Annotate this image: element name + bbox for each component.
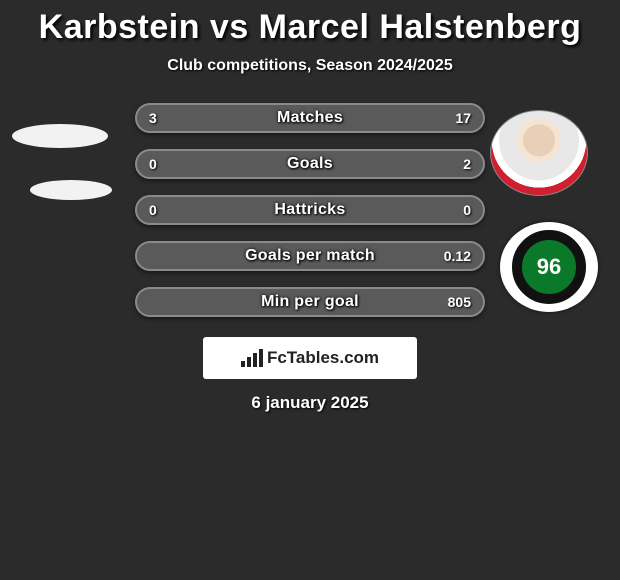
stat-label: Min per goal [261, 293, 359, 311]
snapshot-date: 6 january 2025 [0, 393, 620, 413]
stat-row: 3 Matches 17 [135, 103, 485, 133]
logo-text: FcTables.com [267, 348, 379, 368]
stat-label: Hattricks [274, 201, 345, 219]
stat-row: 0 Hattricks 0 [135, 195, 485, 225]
stats-table: 3 Matches 17 0 Goals 2 0 Hattricks 0 Goa… [135, 103, 485, 317]
stat-right-value: 805 [448, 294, 471, 310]
stat-right-value: 0 [463, 202, 471, 218]
stat-label: Goals [287, 155, 333, 173]
stat-label: Goals per match [245, 247, 375, 265]
comparison-card: 96 Karbstein vs Marcel Halstenberg Club … [0, 0, 620, 413]
source-logo: FcTables.com [203, 337, 417, 379]
right-player-avatar [490, 110, 588, 196]
comparison-title: Karbstein vs Marcel Halstenberg [0, 8, 620, 47]
stat-left-value: 0 [149, 202, 157, 218]
stat-row: Min per goal 805 [135, 287, 485, 317]
left-player-placeholder-1 [12, 124, 108, 148]
stat-right-value: 17 [455, 110, 471, 126]
stat-row: Goals per match 0.12 [135, 241, 485, 271]
stat-label: Matches [277, 109, 343, 127]
right-club-badge: 96 [500, 222, 598, 312]
bar-chart-icon [241, 349, 263, 367]
stat-right-value: 0.12 [444, 248, 471, 264]
comparison-subtitle: Club competitions, Season 2024/2025 [0, 57, 620, 75]
badge-text: 96 [512, 230, 586, 304]
stat-right-value: 2 [463, 156, 471, 172]
stat-left-value: 3 [149, 110, 157, 126]
stat-row: 0 Goals 2 [135, 149, 485, 179]
stat-left-value: 0 [149, 156, 157, 172]
left-player-placeholder-2 [30, 180, 112, 200]
